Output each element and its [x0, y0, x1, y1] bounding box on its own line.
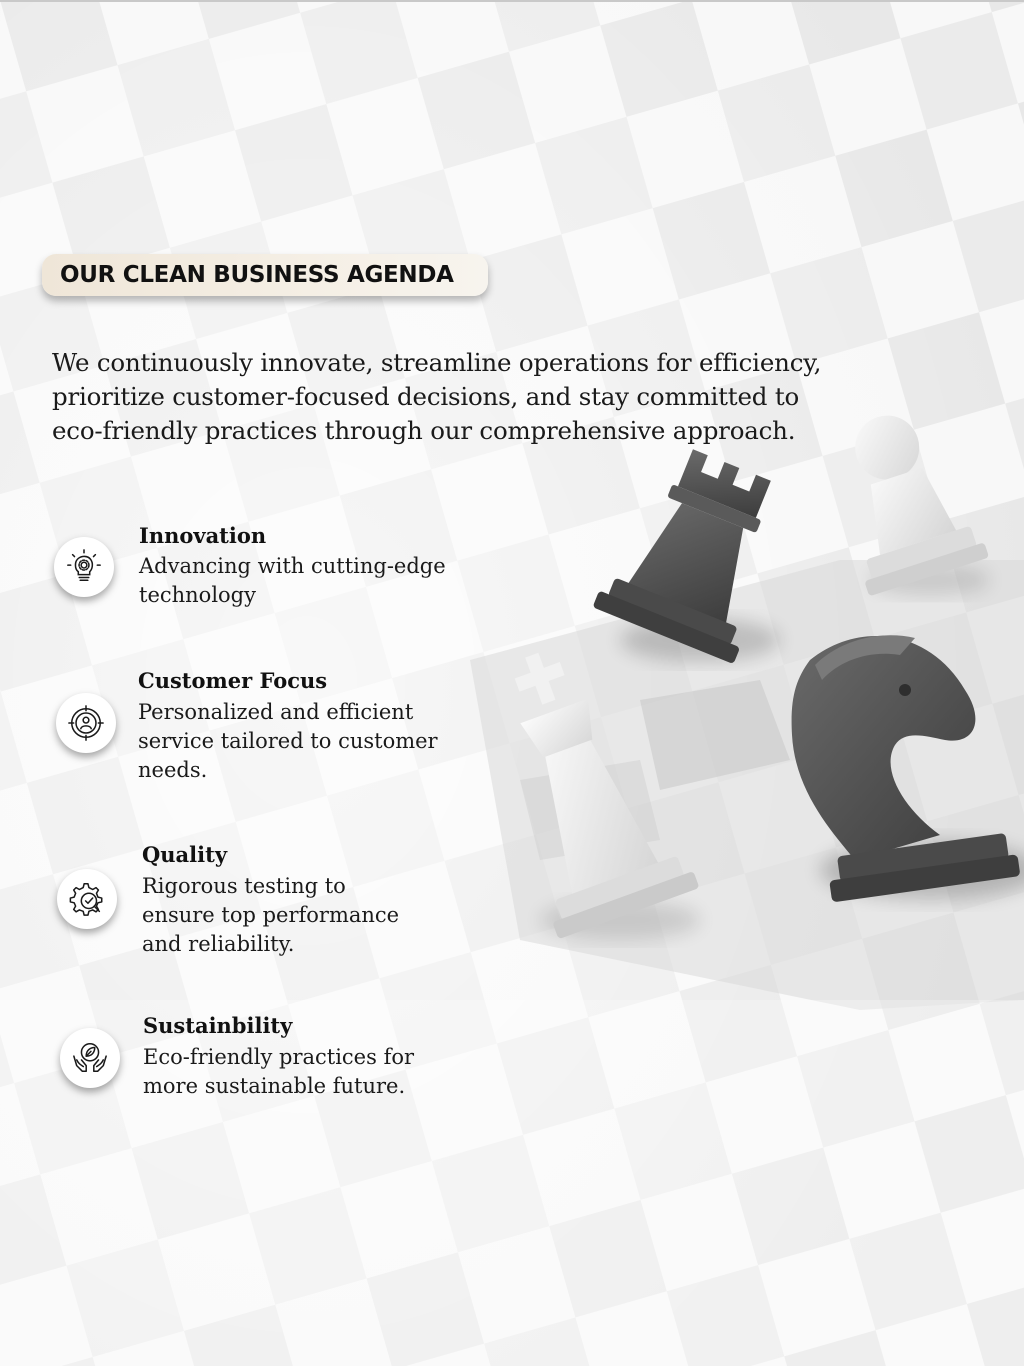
top-border [0, 0, 1024, 2]
feature-icon-badge [54, 537, 114, 597]
feature-title: Innovation [139, 523, 267, 548]
feature-description: Advancing with cutting-edge technology [139, 554, 446, 607]
lightbulb-gear-icon [67, 549, 101, 582]
feature-icon-badge [57, 869, 117, 929]
feature-title: Customer Focus [138, 668, 328, 693]
feature-title: Sustainbility [143, 1013, 293, 1038]
section-badge-label: OUR CLEAN BUSINESS AGENDA [60, 262, 454, 288]
intro-paragraph: We continuously innovate, streamline ope… [52, 348, 822, 445]
section-badge: OUR CLEAN BUSINESS AGENDA [42, 254, 488, 296]
hands-leaf-icon [73, 1042, 107, 1073]
feature-description: Rigorous testing to ensure top performan… [142, 874, 400, 956]
feature-icon-badge [60, 1028, 120, 1088]
feature-icon-badge [56, 693, 116, 753]
feature-description: Eco-friendly practices for more sustaina… [143, 1045, 415, 1098]
feature-title: Quality [142, 842, 228, 867]
feature-description: Personalized and efficient service tailo… [138, 700, 438, 782]
gear-check-icon [69, 883, 103, 916]
target-person-icon [68, 705, 104, 741]
